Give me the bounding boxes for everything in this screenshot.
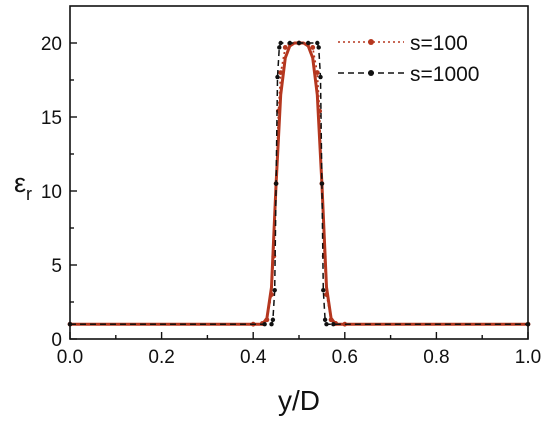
x-tick-label: 1.0 bbox=[515, 347, 541, 368]
plot-area bbox=[67, 40, 531, 327]
axis-ticks: 0.0 0.2 0.4 0.6 0.8 1.0 0 5 10 15 20 bbox=[41, 34, 541, 368]
x-axis-title: y/D bbox=[278, 385, 320, 416]
y-tick-label: 5 bbox=[51, 256, 62, 277]
series-point-s100 bbox=[328, 317, 334, 323]
series-point-s100 bbox=[282, 45, 288, 50]
series-point-s100 bbox=[317, 108, 323, 114]
series-point-s1000 bbox=[287, 40, 293, 46]
series-point-s1000 bbox=[322, 317, 328, 322]
series-point-s1000 bbox=[296, 40, 302, 46]
y-tick-label: 0 bbox=[51, 330, 62, 351]
series-point-s100 bbox=[310, 45, 316, 50]
y-tick-label: 20 bbox=[41, 34, 62, 55]
series-point-s1000 bbox=[319, 181, 325, 186]
series-point-s1000 bbox=[324, 322, 329, 327]
series-point-s100 bbox=[264, 317, 270, 323]
series-point-s1000 bbox=[331, 322, 336, 327]
x-tick-label: 0.2 bbox=[148, 347, 174, 368]
x-tick-label: 0.4 bbox=[240, 347, 267, 368]
series-point-s100 bbox=[342, 321, 348, 327]
series-point-s100 bbox=[269, 292, 274, 297]
series-point-s1000 bbox=[316, 45, 321, 50]
series-point-s1000 bbox=[315, 40, 320, 46]
series-point-s1000 bbox=[269, 322, 274, 327]
series-point-s1000 bbox=[305, 40, 311, 46]
y-tick-label: 15 bbox=[41, 108, 62, 129]
y-tick-label: 10 bbox=[41, 182, 62, 203]
series-point-s1000 bbox=[277, 45, 282, 50]
series-point-s1000 bbox=[275, 74, 280, 80]
series-point-s1000 bbox=[321, 287, 326, 293]
x-tick-label: 0.8 bbox=[423, 347, 449, 368]
series-point-s1000 bbox=[278, 40, 283, 46]
series-point-s1000 bbox=[318, 74, 323, 80]
legend-swatch-marker bbox=[368, 70, 374, 76]
legend-swatch-marker bbox=[368, 39, 374, 45]
legend-label: s=100 bbox=[410, 32, 468, 55]
series-point-s1000 bbox=[262, 322, 267, 327]
series-point-s1000 bbox=[270, 317, 276, 322]
legend-item-s1000: s=1000 bbox=[338, 63, 479, 86]
legend-label: s=1000 bbox=[410, 63, 479, 86]
plot-frame bbox=[69, 5, 529, 340]
series-point-s100 bbox=[324, 292, 329, 297]
y-axis-title-subscript: r bbox=[26, 184, 32, 204]
y-axis-title: εr bbox=[14, 168, 32, 204]
x-tick-label: 0.0 bbox=[57, 347, 83, 368]
legend-item-s100: s=100 bbox=[338, 32, 468, 55]
series-point-s1000 bbox=[273, 181, 279, 186]
legend: s=100 s=1000 bbox=[338, 32, 479, 86]
series-point-s1000 bbox=[272, 287, 277, 293]
series-point-s100 bbox=[314, 70, 320, 75]
y-axis-title-main: ε bbox=[14, 168, 26, 198]
series-point-s100 bbox=[278, 70, 284, 75]
x-tick-label: 0.6 bbox=[332, 347, 358, 368]
